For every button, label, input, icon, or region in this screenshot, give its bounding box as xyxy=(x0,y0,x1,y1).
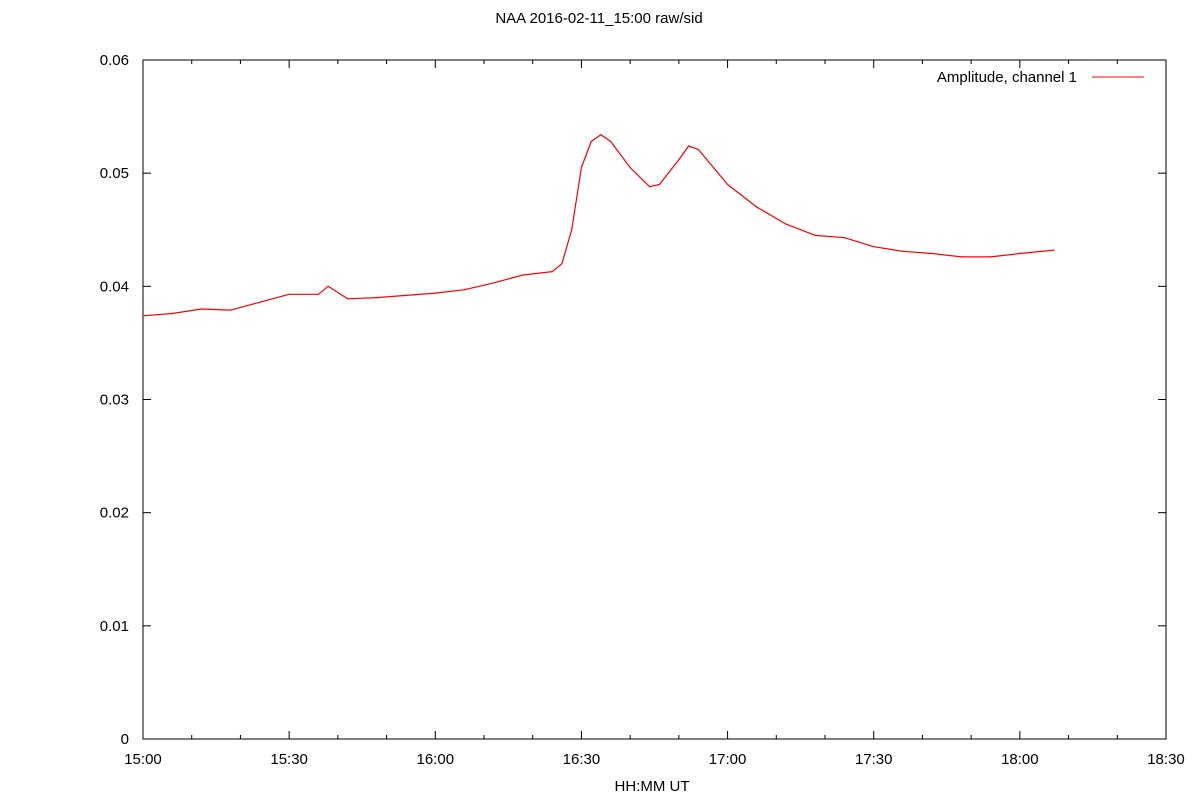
data-point xyxy=(463,289,466,291)
data-point xyxy=(902,250,904,252)
data-point xyxy=(434,292,436,294)
x-tick-label: 16:00 xyxy=(417,751,455,768)
plot-frame xyxy=(142,59,1167,740)
data-point xyxy=(785,223,787,225)
y-tick-label: 0.05 xyxy=(100,165,129,182)
data-point xyxy=(405,294,407,296)
data-point xyxy=(629,166,631,169)
data-point xyxy=(327,285,329,287)
data-point xyxy=(649,186,651,188)
data-point xyxy=(658,183,660,186)
data-point xyxy=(590,140,592,143)
data-point xyxy=(697,148,699,151)
data-point xyxy=(561,263,563,265)
data-point xyxy=(990,256,992,258)
data-point xyxy=(678,158,680,161)
x-tick-label: 18:00 xyxy=(1001,751,1039,768)
legend: Amplitude, channel 1 xyxy=(937,69,1144,86)
data-point xyxy=(142,315,144,317)
series-line xyxy=(142,134,1055,317)
data-point xyxy=(1053,249,1055,251)
data-point xyxy=(688,145,690,147)
data-point xyxy=(580,166,583,169)
data-point xyxy=(522,274,524,276)
data-point xyxy=(931,252,933,255)
y-tick-label: 0 xyxy=(121,731,129,748)
y-tick-label: 0.02 xyxy=(100,505,129,522)
data-point xyxy=(347,298,349,300)
data-point xyxy=(259,301,261,303)
chart-title: NAA 2016-02-11_15:00 raw/sid xyxy=(495,10,702,27)
data-point xyxy=(756,206,758,208)
data-point xyxy=(1019,252,1021,255)
x-tick-label: 15:00 xyxy=(124,751,162,768)
series-group xyxy=(142,134,1055,317)
legend-label: Amplitude, channel 1 xyxy=(937,69,1077,86)
data-point xyxy=(200,308,203,310)
data-point xyxy=(814,234,816,237)
data-point xyxy=(551,271,553,273)
x-axis-label: HH:MM UT xyxy=(615,778,690,795)
data-point xyxy=(317,293,319,295)
y-tick-label: 0.06 xyxy=(100,52,129,69)
y-tick-label: 0.01 xyxy=(100,618,129,635)
y-tick-label: 0.04 xyxy=(100,278,129,295)
data-point xyxy=(600,134,602,136)
x-tick-label: 17:00 xyxy=(709,751,747,768)
data-point xyxy=(726,183,729,186)
x-tick-label: 17:30 xyxy=(855,751,893,768)
data-point xyxy=(873,246,875,248)
x-tick-label: 16:30 xyxy=(563,751,601,768)
data-point xyxy=(960,256,963,258)
x-tick-label: 15:30 xyxy=(270,751,308,768)
data-point xyxy=(230,309,232,311)
data-point xyxy=(376,297,378,299)
y-tick-label: 0.03 xyxy=(100,392,129,409)
data-point xyxy=(288,293,290,295)
data-point xyxy=(610,140,612,143)
x-tick-label: 18:30 xyxy=(1147,751,1185,768)
data-point xyxy=(571,229,573,231)
data-point xyxy=(843,237,846,239)
data-point xyxy=(171,312,173,315)
data-point xyxy=(493,282,495,284)
axis-ticks: 0 0.01 0.02 0.03 0.04 0.05 0.06 15:00 15:30 16:00… xyxy=(100,52,1185,768)
